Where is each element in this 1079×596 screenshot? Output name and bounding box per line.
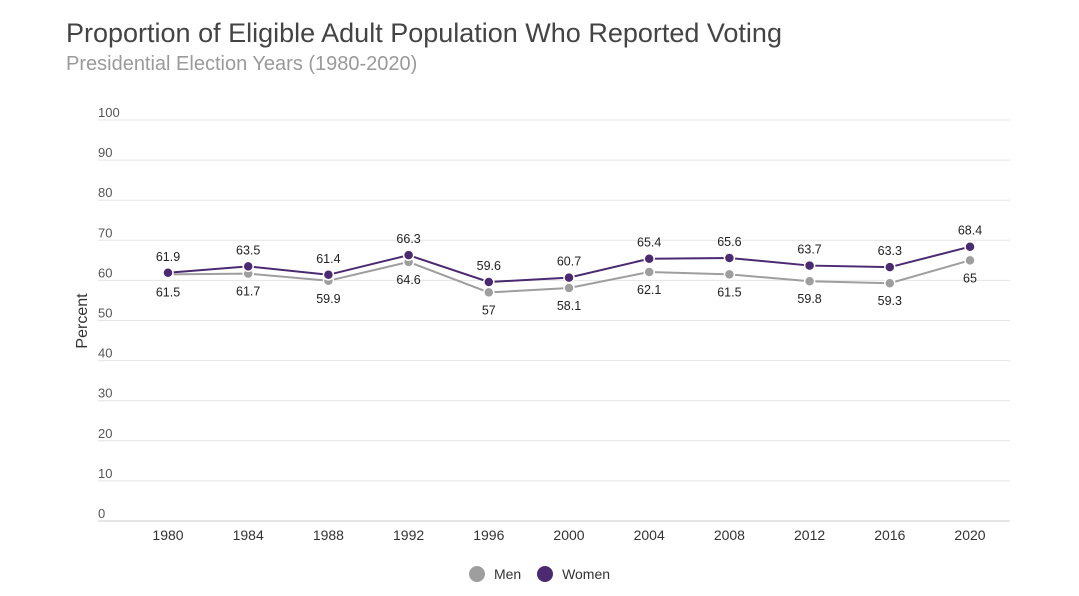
y-axis-label: Percent [74,293,91,349]
y-tick-label: 20 [98,426,112,441]
x-tick-label: 2004 [634,527,665,543]
x-tick-label: 1988 [313,527,344,543]
data-label-women: 61.9 [156,250,180,264]
y-tick-label: 80 [98,185,112,200]
data-label-men: 59.9 [316,292,340,306]
data-label-women: 66.3 [396,232,420,246]
legend-marker-men [468,566,485,582]
y-tick-label: 30 [98,386,112,401]
data-point-men [643,266,655,278]
data-label-women: 61.4 [316,252,340,266]
data-point-women [884,261,896,273]
data-label-men: 59.3 [878,294,902,308]
data-label-women: 65.4 [637,236,661,250]
data-point-women [242,260,254,273]
y-tick-label: 0 [98,506,105,521]
data-label-men: 61.7 [236,285,260,299]
legend-label-men: Men [493,566,522,582]
y-tick-label: 10 [98,466,112,481]
legend-label-women: Women [562,566,611,582]
x-tick-label: 1992 [393,527,424,543]
chart-subtitle: Presidential Election Years (1980-2020) [66,53,418,75]
data-label-women: 63.3 [878,244,902,258]
x-tick-label: 2020 [954,527,985,543]
data-point-men [803,275,816,287]
legend-item-men[interactable]: Men [468,566,522,582]
data-point-men [483,286,495,299]
data-label-women: 59.6 [477,259,501,273]
data-point-women [162,267,174,279]
data-label-men: 64.6 [396,273,420,287]
data-point-men [884,277,896,289]
data-point-women [483,276,495,288]
x-tick-label: 1984 [233,527,264,543]
data-point-men [563,282,575,294]
series-group: 61.5 61.7 59.9 64.6 57 58.1 62.1 61.5 59.8 59.3 65… [156,224,982,318]
y-tick-label: 60 [98,265,112,280]
data-label-men: 61.5 [717,285,741,299]
data-label-men: 62.1 [637,283,661,297]
data-point-men [964,254,976,267]
grid-lines [98,119,1010,522]
legend-item-women[interactable]: Women [537,566,610,582]
data-point-women [563,271,575,284]
data-label-women: 65.6 [717,235,741,249]
data-label-women: 63.7 [797,243,821,257]
x-tick-label: 2012 [794,527,825,543]
x-tick-label: 2008 [714,527,745,543]
data-label-men: 61.5 [156,285,180,299]
data-label-women: 60.7 [557,255,581,269]
data-point-women [322,269,335,281]
y-tick-label: 100 [98,105,120,120]
x-tick-label: 1996 [473,527,504,543]
y-tick-label: 40 [98,346,112,361]
x-axis-tick-labels: 1980 1984 1988 1992 1996 2000 2004 2008 2012 2016… [152,527,985,543]
data-label-men: 58.1 [557,299,581,313]
data-point-women [803,259,816,272]
legend-marker-women [537,566,554,582]
data-label-women: 68.4 [958,224,982,238]
data-point-women [643,252,655,265]
y-tick-label: 70 [98,225,112,240]
x-tick-label: 2000 [553,527,584,543]
x-tick-label: 1980 [152,527,183,543]
series-women [162,240,976,288]
data-point-men [723,268,736,281]
y-tick-label: 90 [98,145,112,160]
data-label-men: 57 [482,303,496,317]
data-point-women [402,249,415,261]
data-point-women [964,240,976,253]
y-tick-label: 50 [98,306,112,321]
y-axis-tick-labels: 0 10 20 30 40 50 60 70 80 90 100 [98,105,120,521]
legend: Men Women [0,566,1079,585]
x-tick-label: 2016 [874,527,905,543]
chart-title: Proportion of Eligible Adult Population … [66,18,782,48]
data-label-women: 63.5 [236,243,260,257]
data-label-men: 65 [963,271,977,285]
data-label-men: 59.8 [797,292,821,306]
data-point-women [723,252,736,264]
